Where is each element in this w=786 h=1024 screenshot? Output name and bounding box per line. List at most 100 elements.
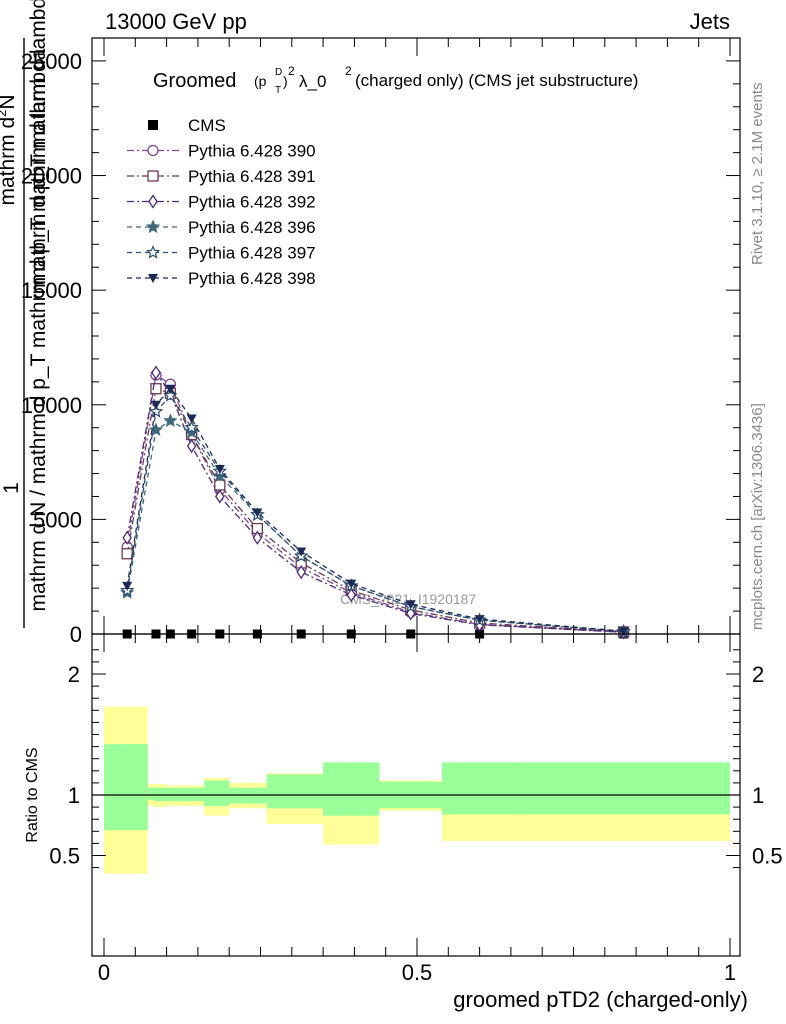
data-point xyxy=(346,587,357,603)
data-point xyxy=(252,530,263,545)
data-point xyxy=(214,479,226,491)
data-point xyxy=(296,564,306,580)
main-x-ticks xyxy=(103,38,731,634)
series-pythia-6-428-392 xyxy=(122,365,629,640)
data-point xyxy=(184,424,199,439)
data-point xyxy=(151,365,161,380)
data-point xyxy=(121,548,133,560)
energy-label: 13000 GeV pp xyxy=(105,9,247,34)
title-sup-lambda: 2 xyxy=(345,64,352,78)
y-tick-label: 15000 xyxy=(21,278,82,303)
data-point xyxy=(186,414,197,424)
data-point xyxy=(184,420,199,434)
data-point xyxy=(618,627,629,637)
legend-marker xyxy=(148,120,158,130)
legend: CMS Pythia 6.428 390 Pythia 6.428 391 Pythi… xyxy=(127,116,316,288)
data-point xyxy=(150,383,162,395)
data-point xyxy=(186,438,197,454)
green-uncertainty-band xyxy=(147,787,155,800)
green-uncertainty-band xyxy=(204,780,230,806)
green-uncertainty-band xyxy=(229,787,267,804)
green-uncertainty-band xyxy=(104,744,148,831)
green-uncertainty-band xyxy=(323,762,380,816)
y-tick-label: 25000 xyxy=(21,49,82,74)
data-point xyxy=(346,579,357,589)
green-uncertainty-band xyxy=(517,762,730,815)
legend-item: Pythia 6.428 396 xyxy=(127,218,316,237)
ratio-tick-label: 0.5 xyxy=(49,844,80,869)
ratio-tick-label-right: 0.5 xyxy=(752,844,783,869)
legend-item: Pythia 6.428 391 xyxy=(127,167,316,186)
title-sub-t: T xyxy=(275,85,281,96)
ylabel-line1: mathrm d2N xyxy=(0,94,19,205)
data-point xyxy=(122,581,133,591)
data-point xyxy=(148,403,164,418)
data-point xyxy=(474,615,485,625)
ratio-y-label: Ratio to CMS xyxy=(24,747,41,842)
green-uncertainty-band xyxy=(166,787,186,802)
mcplots-side-label: mcplots.cern.ch [arXiv:1306.3436] xyxy=(749,403,766,630)
ratio-tick-label: 1 xyxy=(68,783,80,808)
title-sup-2: 2 xyxy=(288,64,295,78)
legend-marker xyxy=(148,274,158,283)
legend-item: CMS xyxy=(148,116,226,135)
ratio-x-axis: 0 0.5 1 xyxy=(98,634,736,985)
x-tick-label: 0 xyxy=(98,960,110,985)
ylabel-numerator: 1 xyxy=(0,482,23,494)
legend-label: Pythia 6.428 397 xyxy=(188,244,316,263)
title-p: (p xyxy=(254,73,267,89)
main-y-label: 1 mathrm d N / mathrm d p_T mathrm d p_T… xyxy=(0,0,50,628)
legend-label: Pythia 6.428 390 xyxy=(188,142,316,161)
legend-label: Pythia 6.428 392 xyxy=(188,193,316,212)
title-lambda: λ_0 xyxy=(299,72,326,91)
title-close: ) xyxy=(283,73,288,89)
legend-label: CMS xyxy=(188,116,226,135)
data-point xyxy=(148,422,164,437)
watermark: CMS_2021_I1920187 xyxy=(340,591,476,607)
main-series xyxy=(120,365,631,640)
legend-item: Pythia 6.428 390 xyxy=(127,142,316,161)
green-uncertainty-band xyxy=(185,787,205,802)
green-uncertainty-band xyxy=(266,774,324,809)
y-tick-label: 10000 xyxy=(21,393,82,418)
legend-marker xyxy=(148,194,158,209)
data-point xyxy=(212,468,227,482)
series-pythia-6-428-391 xyxy=(121,383,630,638)
data-point xyxy=(165,384,176,394)
series-pythia-6-428-397 xyxy=(120,388,631,638)
series-line xyxy=(126,387,624,633)
ratio-tick-label: 2 xyxy=(68,662,80,687)
legend-marker xyxy=(147,170,159,182)
green-uncertainty-band xyxy=(154,787,167,802)
data-point xyxy=(252,508,263,518)
series-pythia-6-428-398 xyxy=(122,384,629,637)
legend-label: Pythia 6.428 398 xyxy=(188,269,316,288)
y-tick-label: 5000 xyxy=(33,507,82,532)
svg-text:(p: (p xyxy=(254,73,267,89)
series-line xyxy=(126,420,624,633)
ratio-y-axis: 0.5 0.5 1 1 2 2 xyxy=(49,649,783,869)
main-y-axis: 0 5000 10000 15000 20000 25000 xyxy=(21,37,740,647)
y-tick-label: 0 xyxy=(70,622,82,647)
data-point xyxy=(296,547,307,557)
data-point xyxy=(150,400,161,410)
svg-text:Groomed: Groomed xyxy=(153,70,236,92)
x-axis-label: groomed pTD2 (charged-only) xyxy=(453,987,748,1012)
x-tick-label: 0.5 xyxy=(402,960,433,985)
title-rest: (charged only) (CMS jet substructure) xyxy=(355,71,638,90)
legend-marker xyxy=(147,144,159,157)
title-main: Groomed xyxy=(153,70,236,92)
y-tick-label: 20000 xyxy=(21,164,82,189)
legend-marker xyxy=(145,219,161,234)
chart-title: Groomed (p T D ) 2 λ_0 2 (charged only) … xyxy=(153,64,638,96)
data-point xyxy=(215,489,225,504)
legend-item: Pythia 6.428 398 xyxy=(127,269,316,288)
legend-label: Pythia 6.428 396 xyxy=(188,218,316,237)
green-uncertainty-band xyxy=(442,762,518,815)
ratio-bands xyxy=(104,706,730,874)
ratio-tick-label-right: 2 xyxy=(752,662,764,687)
title-sup-d: D xyxy=(275,67,282,78)
process-label: Jets xyxy=(690,9,730,34)
legend-item: Pythia 6.428 392 xyxy=(127,193,316,212)
